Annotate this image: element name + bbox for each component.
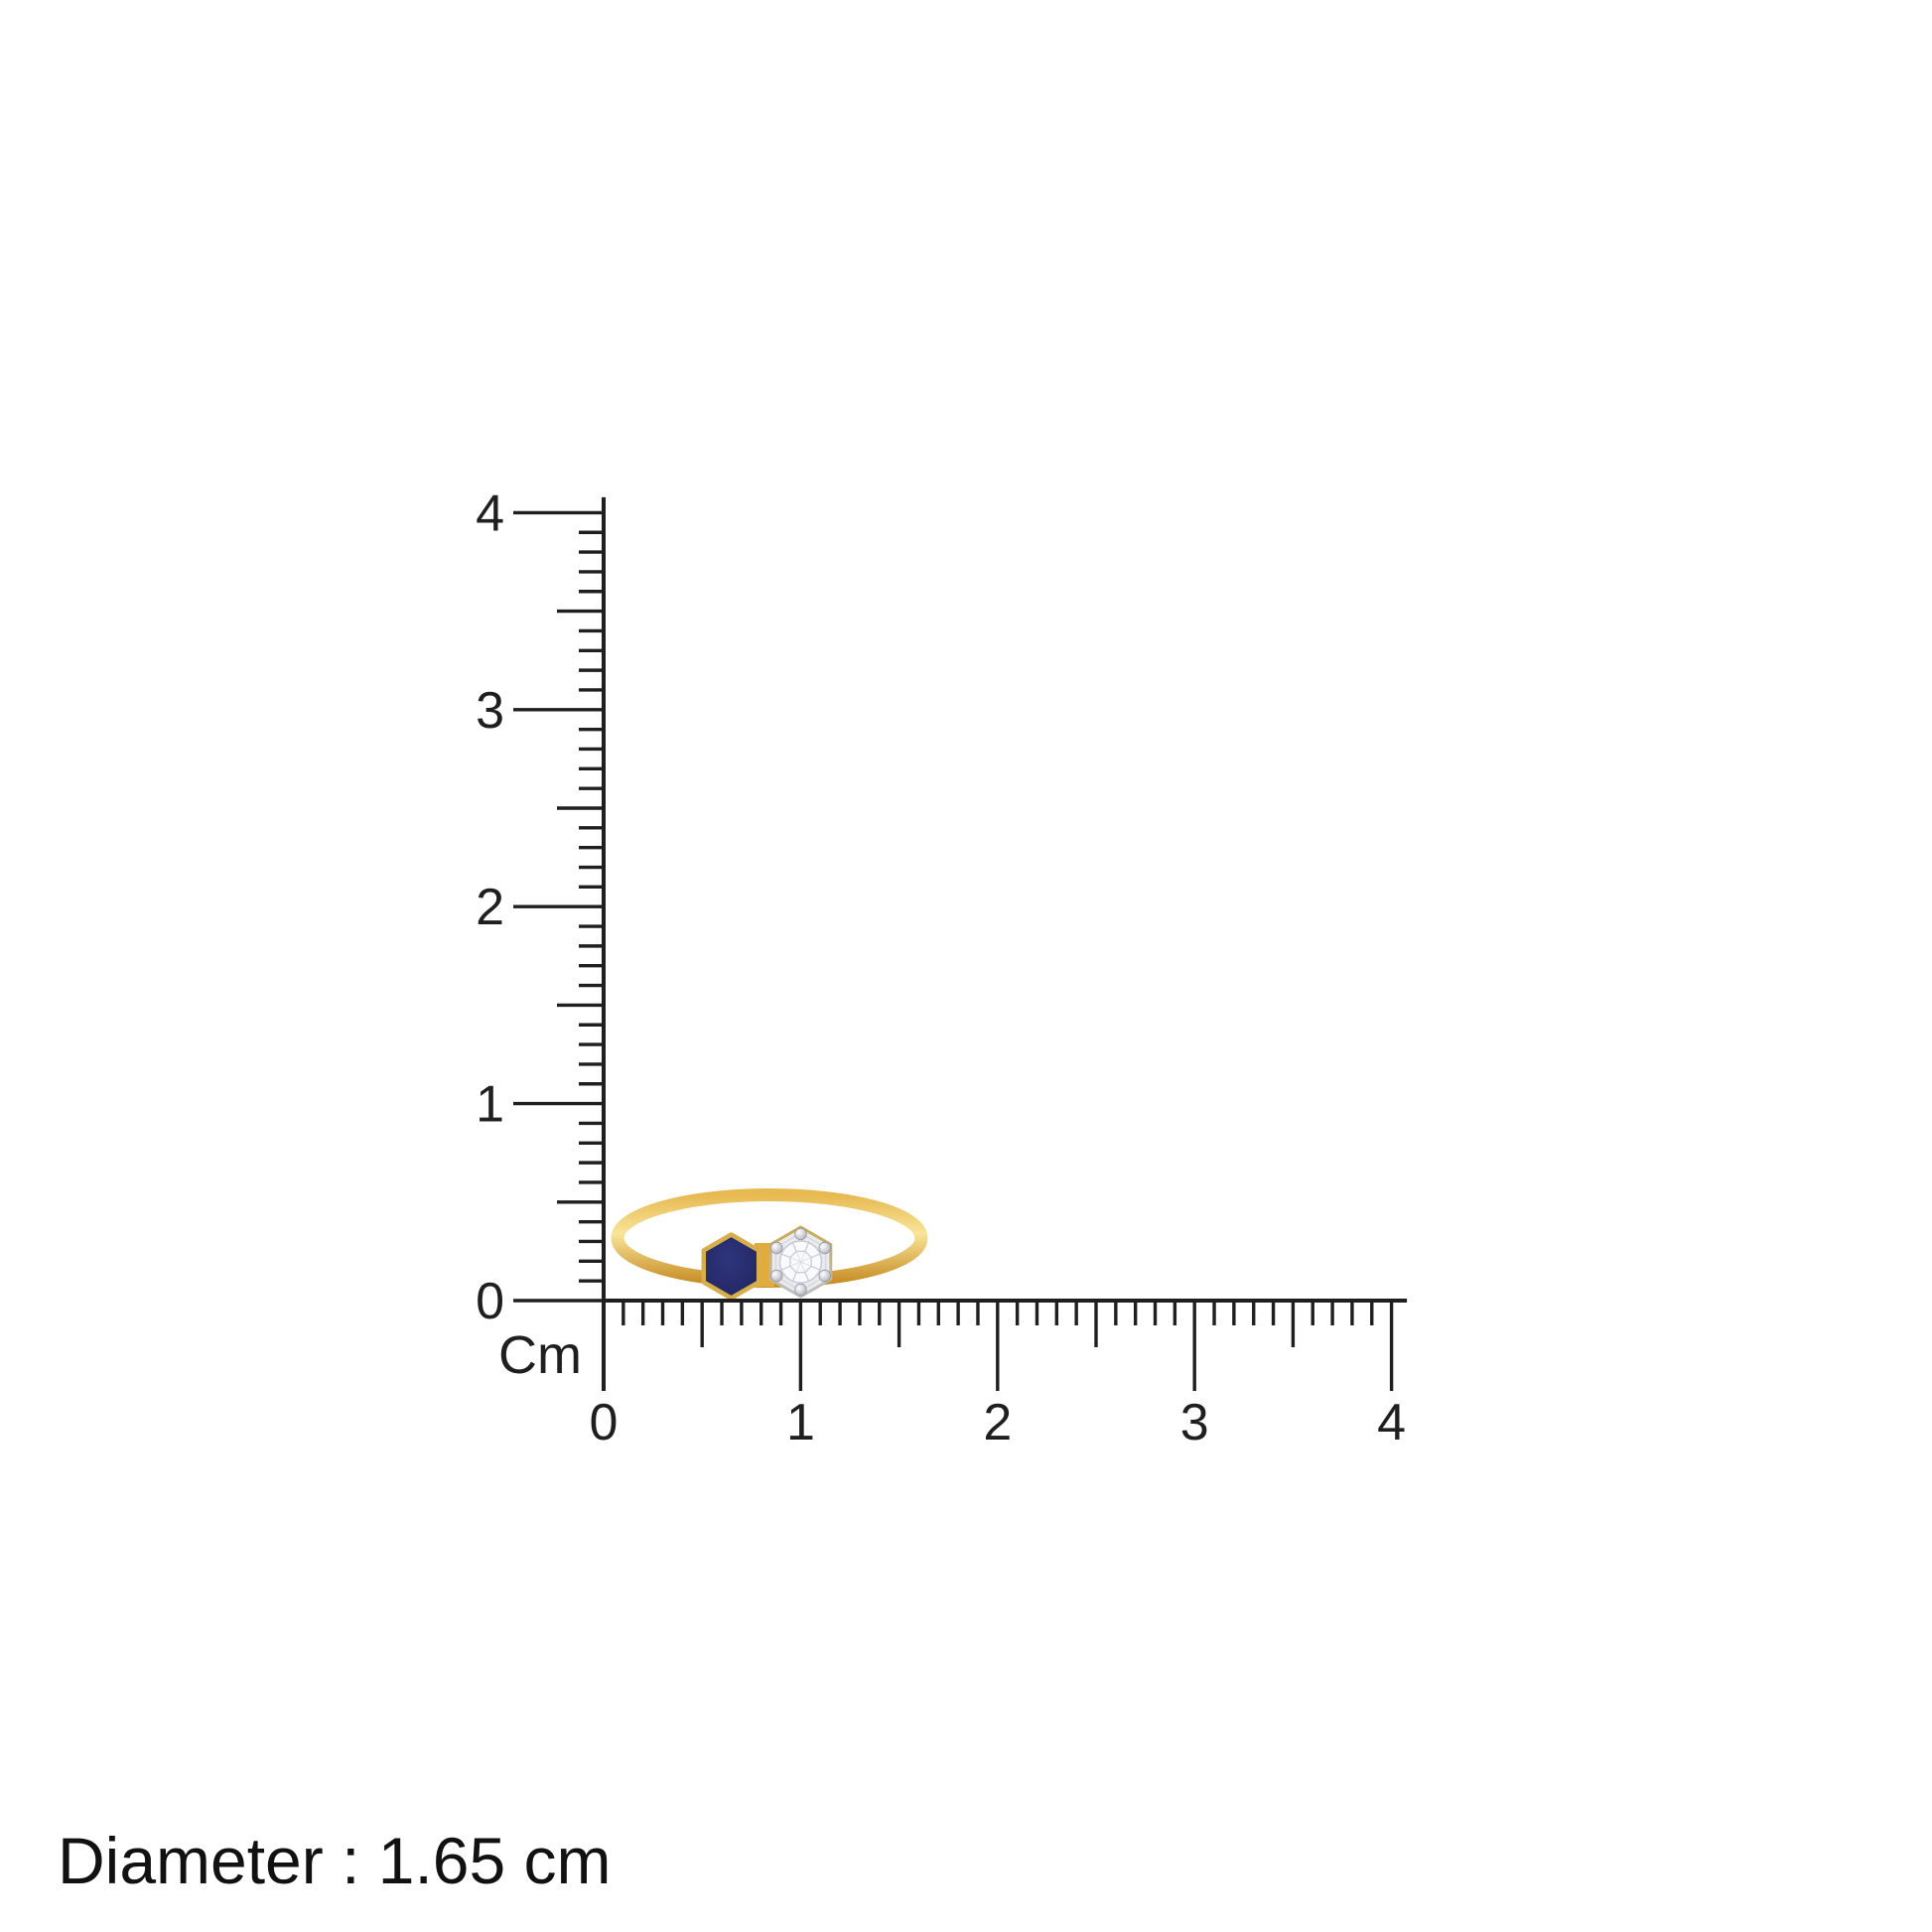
diamond-table <box>789 1250 812 1274</box>
horizontal-ruler-label: 2 <box>983 1394 1012 1451</box>
vertical-ruler-label: 3 <box>476 682 504 740</box>
diamond-facet <box>800 1261 806 1273</box>
diamond-facet <box>800 1251 806 1263</box>
prong <box>794 1283 807 1297</box>
vertical-ruler-label: 1 <box>476 1076 504 1134</box>
horizontal-ruler-label: 4 <box>1377 1394 1406 1451</box>
diamond-facet <box>789 1261 801 1267</box>
diamond-facet <box>800 1257 812 1263</box>
prong <box>770 1269 783 1283</box>
horizontal-ruler-label: 1 <box>786 1394 815 1451</box>
diamond-facet <box>810 1265 821 1271</box>
horizontal-ruler-label: 0 <box>590 1394 619 1451</box>
ring-photo <box>611 1188 928 1301</box>
horizontal-ruler-label: 3 <box>1180 1394 1209 1451</box>
diamond-facet <box>804 1272 810 1282</box>
diamond-facet <box>791 1272 797 1282</box>
diamond-facet <box>780 1265 791 1271</box>
vertical-ruler-label: 2 <box>476 879 504 936</box>
prong <box>818 1269 831 1283</box>
diamond-facet <box>810 1253 821 1259</box>
diamond-facet <box>795 1261 801 1273</box>
diamond-facet <box>780 1253 791 1259</box>
diamond-facet <box>789 1257 801 1263</box>
unit-label: Cm <box>498 1325 582 1385</box>
vertical-ruler: 0 1 2 3 4 <box>476 484 606 1391</box>
prong <box>818 1241 831 1255</box>
horizontal-ruler: 0 1 2 3 4 Cm <box>498 1299 1408 1451</box>
diamond-facet <box>800 1261 812 1267</box>
blue-enamel-hexagon <box>701 1232 761 1301</box>
diamond-facet <box>804 1242 810 1252</box>
diamond-facet <box>791 1242 797 1252</box>
vertical-ruler-label: 0 <box>476 1273 504 1330</box>
diamond-facet <box>795 1251 801 1263</box>
prong <box>770 1241 783 1255</box>
caption-diameter: Diameter : 1.65 cm <box>58 1824 612 1897</box>
prong <box>794 1227 807 1241</box>
vertical-ruler-label: 4 <box>476 484 504 542</box>
